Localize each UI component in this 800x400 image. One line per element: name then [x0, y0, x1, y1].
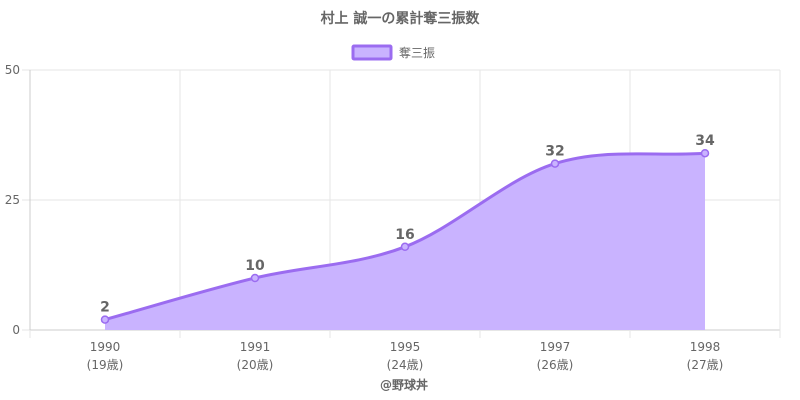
y-tick-label: 25	[5, 193, 20, 207]
x-axis: 1990 (19歳) 1991 (20歳) 1995 (24歳) 1997 (26歳) 1998…	[87, 340, 724, 372]
x-tick-sublabel: (27歳)	[687, 358, 724, 372]
data-point	[400, 242, 410, 252]
x-tick-sublabel: (19歳)	[87, 358, 124, 372]
legend[interactable]: 奪三振	[351, 44, 435, 61]
x-tick-sublabel: (26歳)	[537, 358, 574, 372]
legend-swatch	[351, 44, 393, 61]
data-point	[700, 148, 710, 158]
data-label: 16	[395, 227, 414, 243]
points-layer	[100, 148, 710, 324]
x-tick-label: 1991	[240, 340, 271, 354]
y-axis: 0 25 50	[5, 63, 20, 337]
x-tick-sublabel: (24歳)	[387, 358, 424, 372]
series-area-fill	[105, 153, 705, 330]
legend-label: 奪三振	[399, 45, 435, 60]
y-tick-label: 0	[12, 323, 20, 337]
x-tick-label: 1998	[690, 340, 721, 354]
x-tick-label: 1995	[390, 340, 421, 354]
chart-title: 村上 誠一の累計奪三振数	[321, 10, 481, 27]
data-point	[100, 315, 110, 324]
data-labels-layer: 2 10 16 32 34	[100, 133, 715, 315]
x-tick-label: 1990	[90, 340, 121, 354]
data-point	[250, 273, 260, 283]
data-label: 32	[545, 144, 564, 160]
data-label: 2	[100, 300, 110, 316]
x-tick-sublabel: (20歳)	[237, 358, 274, 372]
x-tick-label: 1997	[540, 340, 571, 354]
data-point	[550, 159, 560, 168]
y-tick-label: 50	[5, 63, 20, 77]
credit-text: @野球丼	[380, 377, 428, 392]
data-label: 34	[695, 133, 715, 149]
data-label: 10	[245, 258, 265, 274]
